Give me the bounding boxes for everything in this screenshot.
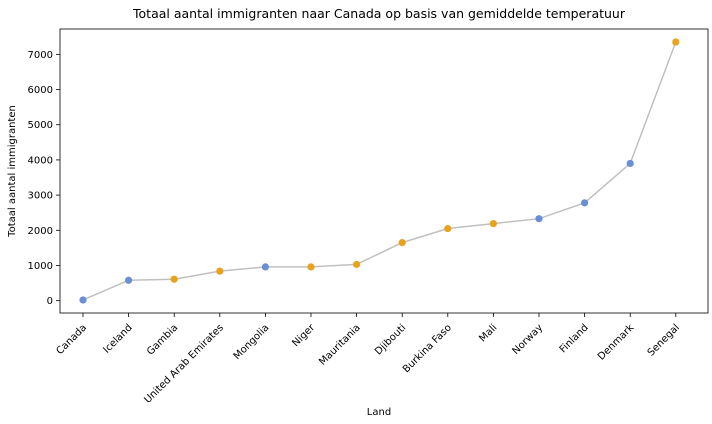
x-tick-label: Mauritania <box>317 322 362 367</box>
x-tick-label: United Arab Emirates <box>142 322 225 405</box>
x-tick-label: Gambia <box>145 322 180 357</box>
data-point-cold <box>79 296 87 304</box>
chart-title: Totaal aantal immigranten naar Canada op… <box>132 6 626 21</box>
y-tick-label: 5000 <box>28 120 53 131</box>
data-point-cold <box>626 159 634 168</box>
x-tick-label: Djibouti <box>373 322 408 357</box>
y-tick-label: 6000 <box>28 85 53 96</box>
y-tick-label: 7000 <box>28 50 53 61</box>
y-tick-label: 0 <box>47 296 53 307</box>
data-point-warm <box>672 38 680 46</box>
x-tick-label: Denmark <box>596 322 636 362</box>
data-point-warm <box>489 220 497 228</box>
y-tick-label: 1000 <box>28 261 53 272</box>
y-tick-label: 2000 <box>28 226 53 237</box>
series-line <box>82 41 677 301</box>
x-tick-label: Mongolia <box>232 322 272 362</box>
x-tick-label: Norway <box>511 322 546 357</box>
data-point-warm <box>307 263 315 271</box>
data-point-cold <box>261 263 269 271</box>
data-point-warm <box>170 275 178 283</box>
x-tick-label: Burkina Faso <box>401 322 454 375</box>
y-axis: 0 1000 2000 3000 4000 5000 6000 7000 <box>28 50 60 307</box>
y-tick-label: 3000 <box>28 191 53 202</box>
x-tick-label: Canada <box>54 322 89 357</box>
data-point-cold <box>581 199 589 207</box>
x-axis-label: Land <box>367 407 391 418</box>
x-tick-label: Finland <box>558 322 591 355</box>
x-tick-label: Niger <box>290 322 317 349</box>
data-point-cold <box>125 276 133 284</box>
y-tick-label: 4000 <box>28 155 53 166</box>
plot-frame <box>59 28 709 314</box>
data-points <box>79 38 680 304</box>
data-point-warm <box>216 267 224 275</box>
x-tick-label: Senegal <box>646 322 682 358</box>
y-axis-label: Totaal aantal immigranten <box>7 105 18 238</box>
x-tick-label: Iceland <box>101 322 134 355</box>
data-point-warm <box>444 224 452 233</box>
x-tick-label: Mali <box>477 322 499 344</box>
data-point-warm <box>398 239 406 247</box>
data-point-warm <box>353 260 361 269</box>
data-point-cold <box>535 215 543 223</box>
